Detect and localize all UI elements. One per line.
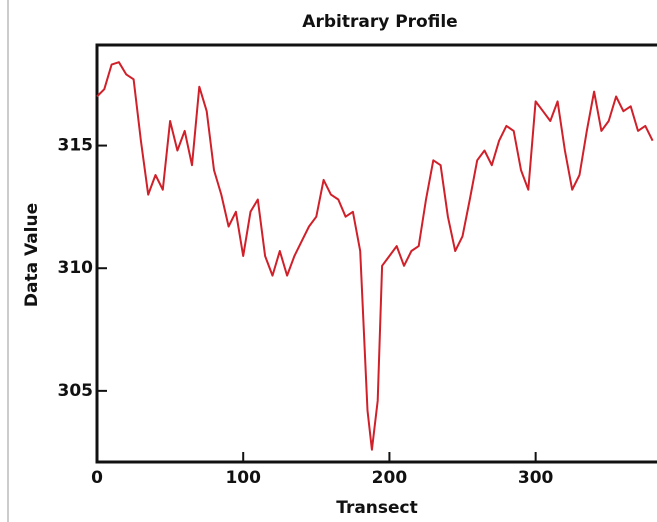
x-axis-label: Transect xyxy=(336,498,418,518)
y-tick-label: 315 xyxy=(58,136,94,156)
x-tick-label: 0 xyxy=(91,468,103,488)
y-tick-label: 310 xyxy=(58,258,94,278)
plot-frame xyxy=(95,43,657,464)
y-axis-label: Data Value xyxy=(22,203,42,307)
chart-title: Arbitrary Profile xyxy=(302,12,457,32)
data-line xyxy=(96,61,654,451)
x-tick-label: 200 xyxy=(372,468,408,488)
x-tick-label: 300 xyxy=(518,468,554,488)
x-tick-label: 100 xyxy=(225,468,261,488)
y-tick-label: 305 xyxy=(58,381,94,401)
